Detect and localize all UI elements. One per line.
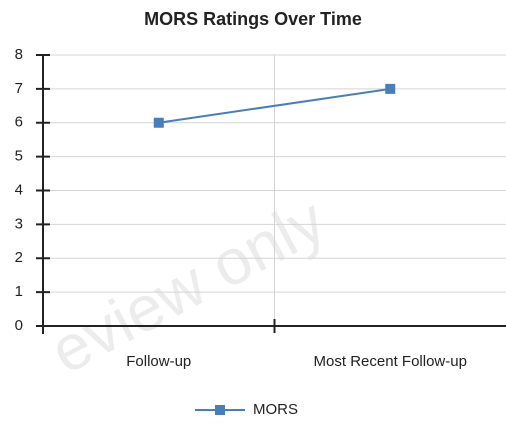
chart-title: MORS Ratings Over Time <box>144 9 362 29</box>
y-tick-label: 8 <box>15 46 23 63</box>
point <box>153 117 164 128</box>
legend-label: MORS <box>253 401 298 418</box>
y-tick-label: 6 <box>15 114 23 131</box>
y-tick-label: 3 <box>15 215 23 232</box>
x-tick-label: Most Recent Follow-up <box>314 353 467 370</box>
y-tick-label: 0 <box>15 317 23 334</box>
y-tick-label: 2 <box>15 249 23 266</box>
point <box>385 83 396 94</box>
y-tick-label: 4 <box>15 181 23 198</box>
y-tick-label: 1 <box>15 283 23 300</box>
y-tick-label: 7 <box>15 80 23 97</box>
x-tick-label: Follow-up <box>126 353 191 370</box>
legend-marker <box>215 405 225 415</box>
series-line <box>158 87 391 124</box>
y-tick-label: 5 <box>15 148 23 165</box>
